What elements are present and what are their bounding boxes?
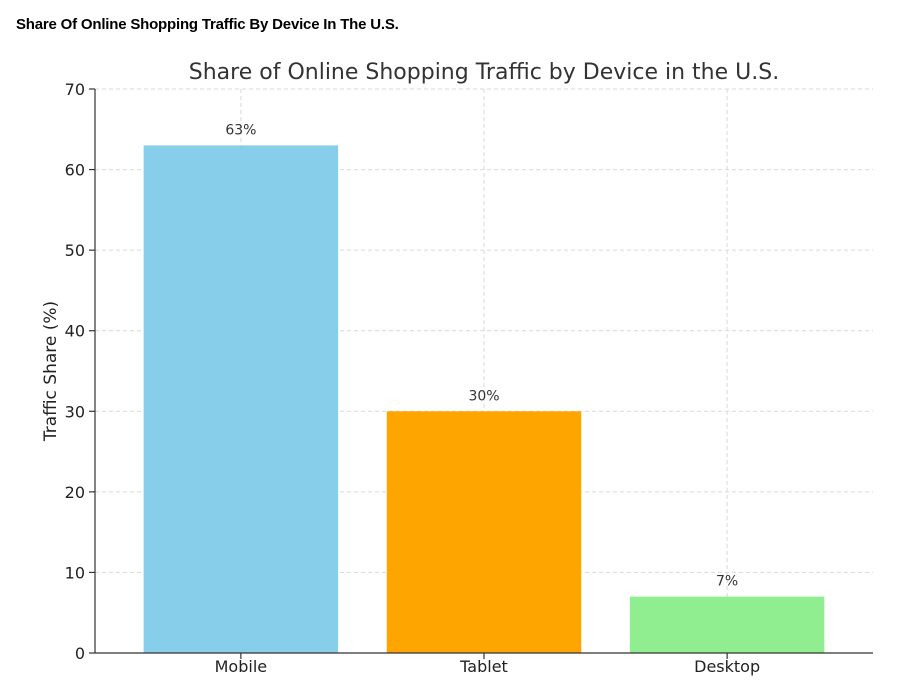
data-label-tablet: 30% — [468, 388, 499, 404]
y-tick-label: 10 — [65, 563, 85, 582]
y-tick-label: 50 — [65, 241, 85, 260]
data-label-mobile: 63% — [225, 122, 256, 138]
x-tick-label-desktop: Desktop — [694, 657, 760, 676]
y-tick-label: 70 — [65, 80, 85, 99]
y-tick-label: 30 — [65, 402, 85, 421]
data-label-desktop: 7% — [716, 574, 738, 590]
bar-tablet — [386, 411, 582, 653]
axis-layer: 0 10 20 30 40 50 60 70 Mobile Tablet Desktop — [65, 80, 873, 676]
bar-mobile — [143, 145, 339, 653]
chart-title: Share of Online Shopping Traffic by Devi… — [189, 60, 779, 85]
y-tick-label: 0 — [75, 644, 85, 663]
page-heading: Share Of Online Shopping Traffic By Devi… — [16, 16, 399, 33]
x-tick-label-mobile: Mobile — [215, 657, 267, 676]
y-axis-label: Traffic Share (%) — [41, 301, 61, 442]
y-tick-label: 20 — [65, 483, 85, 502]
x-tick-label-tablet: Tablet — [459, 657, 508, 676]
bars-layer: 63% 30% 7% — [143, 122, 825, 653]
y-tick-label: 40 — [65, 322, 85, 341]
y-tick-label: 60 — [65, 161, 85, 180]
bar-desktop — [629, 596, 825, 653]
